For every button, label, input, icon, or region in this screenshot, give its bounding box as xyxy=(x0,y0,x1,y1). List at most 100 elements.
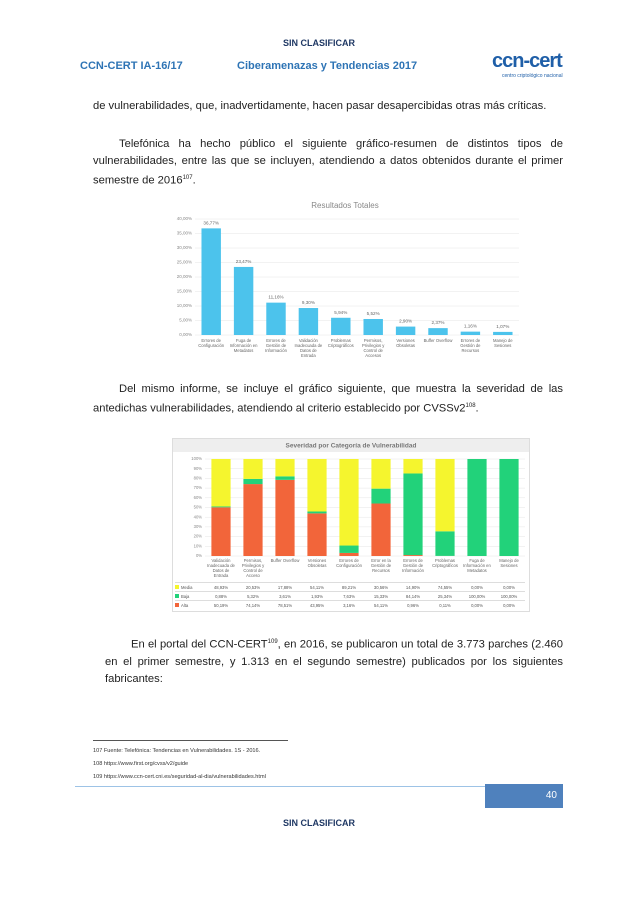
footnote: 107 Fuente: Telefónica: Tendencias en Vu… xyxy=(93,748,261,754)
bar-segment xyxy=(275,476,295,480)
x-tick-label: Problemas Criptográficos xyxy=(327,338,354,348)
table-cell: 7,63% xyxy=(333,591,365,601)
text: Del mismo informe, se incluye el gráfico… xyxy=(93,383,563,415)
bar-segment xyxy=(211,507,231,556)
y-tick-label: 35,00% xyxy=(177,231,192,236)
x-tick-label: Problemas Criptográficos xyxy=(432,558,458,568)
chart-svg: Severidad por Categoría de Vulnerabilida… xyxy=(173,439,529,558)
bar-segment xyxy=(403,459,423,474)
footnote: 109 https://www.ccn-cert.cni.es/segurida… xyxy=(93,774,266,780)
legend-label: Media xyxy=(181,585,193,590)
bar-segment xyxy=(403,473,423,556)
page-number: 40 xyxy=(485,784,563,808)
bar-segment xyxy=(243,478,263,485)
table-cell: 17,88% xyxy=(269,582,301,592)
table-cell: 89,21% xyxy=(333,582,365,592)
table-cell: 84,14% xyxy=(397,591,429,601)
y-tick-label: 0,00% xyxy=(179,332,192,337)
paragraph-text: En el portal del CCN-CERT109, en 2016, s… xyxy=(105,634,563,688)
value-label: 5,52% xyxy=(367,311,380,316)
x-tick-label: Versiones Obsoletas xyxy=(396,338,416,348)
chart-svg: Resultados Totales 0,00% 5,00% 10,00% 15,00%… xyxy=(177,201,519,337)
legend-swatch xyxy=(175,603,179,607)
y-tick-label: 30,00% xyxy=(177,245,192,250)
x-tick-label: Buffer Overflow xyxy=(270,558,300,563)
x-tick-label: Error en la Gestión de Recursos xyxy=(370,558,392,573)
paragraph-text: Telefónica ha hecho público el siguiente… xyxy=(93,136,563,190)
paragraph-text: de vulnerabilidades, que, inadvertidamen… xyxy=(93,100,547,112)
footnote: 108 https://www.first.org/cvss/v2/guide xyxy=(93,761,189,767)
value-label: 5,94% xyxy=(334,310,347,315)
bar-segment xyxy=(211,506,231,508)
classification-header: SIN CLASIFICAR xyxy=(283,38,355,48)
bar-segment xyxy=(435,531,455,556)
footer-rule xyxy=(75,786,485,787)
table-cell: 5,32% xyxy=(237,591,269,601)
bar-segment xyxy=(371,459,391,489)
doc-title: Ciberamenazas y Tendencias 2017 xyxy=(237,60,418,72)
bar-segment xyxy=(243,459,263,479)
bar xyxy=(363,318,383,335)
paragraph: Telefónica ha hecho público el siguiente… xyxy=(93,136,563,190)
y-tick-label: 10,00% xyxy=(177,303,192,308)
bar xyxy=(395,326,416,335)
value-label: 1,07% xyxy=(496,324,509,329)
chart: Severidad por Categoría de Vulnerabilida… xyxy=(172,438,530,612)
bar-segment xyxy=(339,545,359,553)
bar-segment xyxy=(211,459,231,507)
value-label: 23,47% xyxy=(236,259,252,264)
bar xyxy=(266,302,286,335)
bar xyxy=(331,317,351,335)
bar-segment xyxy=(499,459,519,556)
bar xyxy=(428,328,448,335)
table-cell: 3,16% xyxy=(333,600,365,610)
table-cell: 0,88% xyxy=(205,591,237,601)
y-tick-label: 15,00% xyxy=(177,289,192,294)
logo-subtitle: centro criptológico nacional xyxy=(502,73,563,79)
table-cell: 0,11% xyxy=(429,600,461,610)
y-tick-label: 20,00% xyxy=(177,274,192,279)
table-cell: 0,96% xyxy=(397,600,429,610)
table-cell: 100,00% xyxy=(461,591,493,601)
y-tick-label: 90% xyxy=(194,466,203,471)
doc-code: CCN-CERT IA-16/17 xyxy=(80,60,183,72)
y-tick-label: 20% xyxy=(194,534,203,539)
paragraph: de vulnerabilidades, que, inadvertidamen… xyxy=(93,98,563,115)
chart-title: Severidad por Categoría de Vulnerabilida… xyxy=(286,443,417,450)
table-cell: 30,56% xyxy=(365,582,397,592)
bar xyxy=(460,331,481,335)
table-cell: 15,33% xyxy=(365,591,397,601)
text: . xyxy=(192,174,196,187)
y-tick-label: 60% xyxy=(194,495,203,500)
value-label: 2,37% xyxy=(431,320,444,325)
value-label: 9,30% xyxy=(302,300,315,305)
legend-label: Alta xyxy=(181,603,189,608)
table-cell: 100,00% xyxy=(493,591,525,601)
y-tick-label: 10% xyxy=(194,543,203,548)
table-cell: 50,19% xyxy=(205,600,237,610)
table-cell: 54,11% xyxy=(301,582,333,592)
legend-entry: Media xyxy=(175,582,205,592)
chart-title: Resultados Totales xyxy=(311,201,378,210)
table-cell: 0,00% xyxy=(493,582,525,592)
bar xyxy=(298,308,319,335)
paragraph-text: Del mismo informe, se incluye el gráfico… xyxy=(93,381,563,418)
bar-segment xyxy=(435,459,455,532)
legend-swatch xyxy=(175,585,179,589)
title-bar xyxy=(173,439,529,452)
table-cell: 48,93% xyxy=(205,582,237,592)
bar-segment xyxy=(275,459,295,477)
y-tick-label: 50% xyxy=(194,505,203,510)
bar-segment xyxy=(307,511,327,514)
table-cell: 14,90% xyxy=(397,582,429,592)
logo-text: ccn-cert xyxy=(492,50,563,72)
bar-segment xyxy=(339,552,359,556)
y-tick-label: 30% xyxy=(194,524,203,529)
bar-segment xyxy=(275,479,295,556)
x-tick-label: Errores de Gestión de Recursos xyxy=(460,338,481,353)
y-tick-label: 100% xyxy=(191,456,202,461)
paragraph: Del mismo informe, se incluye el gráfico… xyxy=(93,381,563,418)
table-cell: 3,61% xyxy=(269,591,301,601)
bar-segment xyxy=(339,459,359,546)
